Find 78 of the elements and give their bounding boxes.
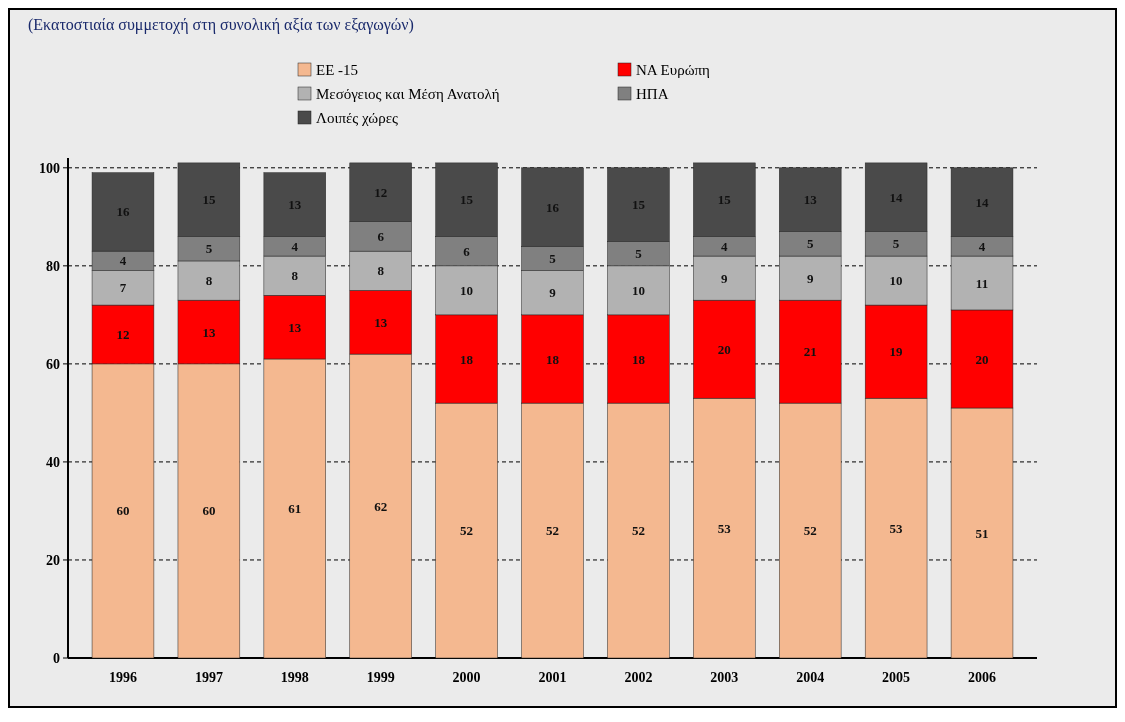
data-label: 5 — [892, 236, 900, 252]
legend-label: ΕΕ -15 — [316, 62, 359, 79]
data-label: 9 — [806, 270, 814, 286]
data-label: 10 — [889, 273, 903, 289]
data-label: 21 — [803, 344, 817, 360]
data-label: 10 — [460, 282, 474, 298]
data-label: 52 — [546, 523, 559, 539]
y-tick-label: 60 — [46, 356, 60, 372]
data-label: 20 — [717, 341, 731, 357]
data-label: 11 — [975, 275, 989, 291]
data-label: 13 — [374, 314, 388, 330]
data-label: 53 — [717, 520, 732, 536]
x-tick-label: 2001 — [538, 670, 567, 685]
legend-label: ΝΑ Ευρώπη — [636, 62, 711, 79]
data-label: 13 — [288, 197, 302, 213]
data-label: 15 — [460, 192, 474, 208]
data-label: 19 — [889, 344, 904, 360]
data-label: 4 — [978, 238, 986, 254]
y-tick-label: 0 — [53, 650, 60, 666]
y-tick-label: 40 — [46, 454, 60, 470]
data-label: 60 — [116, 503, 130, 519]
data-label: 18 — [546, 351, 560, 367]
data-label: 5 — [205, 241, 213, 257]
data-label: 18 — [631, 351, 646, 367]
data-label: 8 — [377, 263, 385, 279]
data-label: 52 — [631, 523, 645, 539]
data-label: 12 — [116, 327, 130, 343]
data-label: 15 — [717, 192, 732, 208]
data-label: 13 — [288, 319, 302, 335]
x-tick-label: 2004 — [796, 670, 825, 685]
data-label: 20 — [975, 351, 989, 367]
data-label: 14 — [889, 189, 904, 205]
data-label: 13 — [202, 324, 216, 340]
legend-label: Λοιπές χώρες — [316, 110, 398, 127]
data-label: 14 — [975, 194, 990, 210]
legend-label: ΗΠΑ — [636, 86, 669, 103]
legend-label: Μεσόγειος και Μέση Ανατολή — [316, 86, 500, 103]
data-label: 60 — [202, 503, 216, 519]
x-tick-label: 1998 — [280, 670, 309, 685]
x-tick-label: 2005 — [882, 670, 911, 685]
y-tick-label: 80 — [46, 258, 60, 274]
x-tick-label: 2000 — [452, 670, 481, 685]
data-label: 6 — [377, 228, 385, 244]
chart-subtitle: (Εκατοστιαία συμμετοχή στη συνολική αξία των εξαγωγών) — [28, 16, 414, 34]
data-label: 13 — [803, 192, 818, 208]
data-label: 62 — [374, 498, 388, 514]
data-label: 16 — [546, 199, 560, 215]
data-label: 18 — [460, 351, 474, 367]
data-label: 4 — [291, 238, 299, 254]
data-label: 8 — [205, 273, 213, 289]
data-label: 6 — [463, 243, 471, 259]
y-tick-label: 100 — [39, 160, 60, 176]
x-tick-label: 1997 — [194, 670, 223, 685]
x-tick-label: 2006 — [968, 670, 997, 685]
x-tick-label: 1996 — [108, 670, 137, 685]
x-tick-label: 2003 — [710, 670, 739, 685]
data-label: 10 — [631, 282, 645, 298]
data-label: 51 — [975, 525, 989, 541]
x-tick-label: 2002 — [624, 670, 653, 685]
data-label: 9 — [549, 285, 557, 301]
data-label: 12 — [374, 184, 388, 200]
data-label: 4 — [119, 253, 127, 269]
data-label: 52 — [803, 523, 817, 539]
data-label: 53 — [889, 520, 904, 536]
data-label: 16 — [116, 204, 130, 220]
x-tick-label: 1999 — [366, 670, 395, 685]
data-label: 4 — [721, 238, 729, 254]
data-label: 5 — [549, 251, 557, 267]
data-label: 8 — [291, 268, 299, 284]
data-label: 61 — [288, 501, 302, 517]
data-label: 5 — [806, 236, 814, 252]
y-tick-label: 20 — [46, 552, 60, 568]
data-label: 15 — [202, 192, 216, 208]
data-label: 5 — [635, 246, 643, 262]
data-label: 9 — [721, 270, 729, 286]
data-label: 52 — [460, 523, 474, 539]
data-label: 7 — [119, 280, 127, 296]
data-label: 15 — [631, 197, 646, 213]
